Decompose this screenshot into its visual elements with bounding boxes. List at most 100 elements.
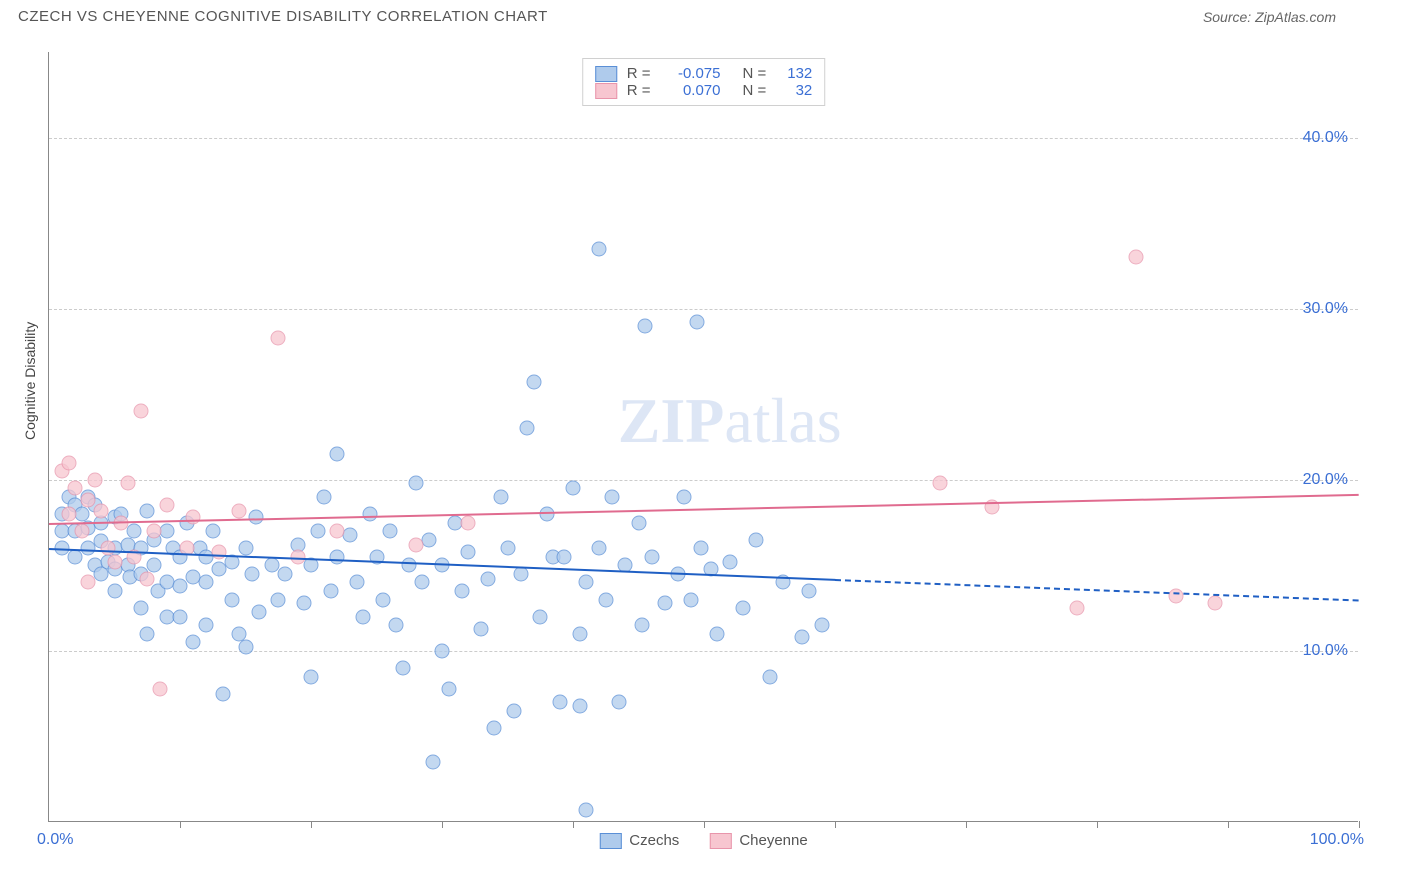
gridline — [49, 480, 1358, 481]
data-point — [61, 455, 76, 470]
data-point — [61, 507, 76, 522]
x-tick — [966, 821, 967, 828]
data-point — [638, 318, 653, 333]
data-point — [304, 669, 319, 684]
data-point — [343, 527, 358, 542]
watermark-bold: ZIP — [618, 385, 725, 456]
data-point — [140, 572, 155, 587]
data-point — [330, 447, 345, 462]
r-label: R = — [627, 82, 651, 99]
legend-label: Czechs — [629, 832, 679, 849]
data-point — [216, 686, 231, 701]
source-prefix: Source: — [1203, 9, 1255, 25]
gridline — [49, 138, 1358, 139]
data-point — [487, 720, 502, 735]
data-point — [408, 537, 423, 552]
data-point — [205, 524, 220, 539]
data-point — [356, 609, 371, 624]
data-point — [225, 592, 240, 607]
data-point — [710, 626, 725, 641]
legend-item: Czechs — [599, 832, 679, 849]
data-point — [68, 549, 83, 564]
data-point — [349, 575, 364, 590]
data-point — [461, 544, 476, 559]
data-point — [592, 541, 607, 556]
data-point — [598, 592, 613, 607]
data-point — [310, 524, 325, 539]
legend-label: Cheyenne — [739, 832, 807, 849]
x-tick — [311, 821, 312, 828]
data-point — [153, 681, 168, 696]
chart-source: Source: ZipAtlas.com — [1203, 9, 1336, 25]
n-label: N = — [743, 82, 767, 99]
r-value: -0.075 — [661, 65, 721, 82]
data-point — [140, 503, 155, 518]
data-point — [441, 681, 456, 696]
data-point — [146, 524, 161, 539]
legend-row: R = 0.070N = 32 — [595, 82, 813, 99]
x-tick — [1228, 821, 1229, 828]
data-point — [635, 618, 650, 633]
data-point — [186, 635, 201, 650]
data-point — [231, 503, 246, 518]
data-point — [723, 554, 738, 569]
data-point — [657, 595, 672, 610]
watermark: ZIPatlas — [618, 384, 842, 458]
data-point — [271, 330, 286, 345]
y-tick-label: 30.0% — [1303, 300, 1348, 318]
data-point — [74, 524, 89, 539]
data-point — [133, 404, 148, 419]
correlation-legend: R =-0.075N =132R = 0.070N = 32 — [582, 58, 826, 106]
data-point — [140, 626, 155, 641]
data-point — [507, 703, 522, 718]
n-label: N = — [743, 65, 767, 82]
data-point — [611, 695, 626, 710]
data-point — [454, 584, 469, 599]
r-value: 0.070 — [661, 82, 721, 99]
data-point — [520, 421, 535, 436]
data-point — [749, 532, 764, 547]
data-point — [120, 476, 135, 491]
chart-plot-area: ZIPatlas 0.0% 100.0% R =-0.075N =132R = … — [48, 52, 1358, 822]
chart-header: CZECH VS CHEYENNE COGNITIVE DISABILITY C… — [0, 0, 1406, 29]
data-point — [932, 476, 947, 491]
data-point — [408, 476, 423, 491]
data-point — [533, 609, 548, 624]
data-point — [605, 489, 620, 504]
data-point — [556, 549, 571, 564]
r-label: R = — [627, 65, 651, 82]
data-point — [572, 698, 587, 713]
data-point — [159, 524, 174, 539]
data-point — [415, 575, 430, 590]
data-point — [1129, 250, 1144, 265]
series-legend: Czechs Cheyenne — [599, 832, 807, 849]
x-tick — [1359, 821, 1360, 828]
data-point — [362, 507, 377, 522]
data-point — [323, 584, 338, 599]
x-tick — [704, 821, 705, 828]
data-point — [330, 524, 345, 539]
y-tick-label: 20.0% — [1303, 471, 1348, 489]
x-axis-start-label: 0.0% — [37, 831, 73, 849]
data-point — [107, 584, 122, 599]
data-point — [94, 503, 109, 518]
data-point — [199, 618, 214, 633]
data-point — [480, 572, 495, 587]
legend-swatch — [595, 66, 617, 82]
data-point — [592, 241, 607, 256]
data-point — [251, 604, 266, 619]
data-point — [173, 609, 188, 624]
data-point — [199, 575, 214, 590]
y-tick-label: 10.0% — [1303, 642, 1348, 660]
data-point — [631, 515, 646, 530]
data-point — [644, 549, 659, 564]
data-point — [382, 524, 397, 539]
data-point — [572, 626, 587, 641]
data-point — [395, 661, 410, 676]
data-point — [435, 643, 450, 658]
data-point — [238, 541, 253, 556]
data-point — [81, 575, 96, 590]
data-point — [376, 592, 391, 607]
data-point — [425, 755, 440, 770]
watermark-light: atlas — [724, 385, 841, 456]
